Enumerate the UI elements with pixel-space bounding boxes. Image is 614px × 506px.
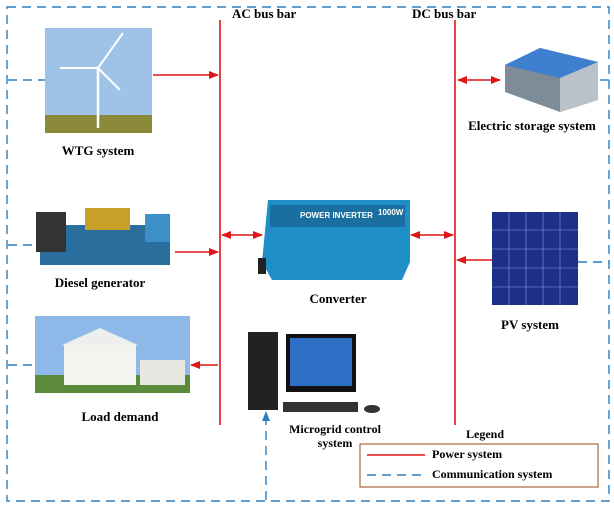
converter-image-text: 1000W	[378, 208, 404, 217]
wtg-image	[45, 28, 152, 133]
legend-title: Legend	[466, 427, 504, 441]
dc-bus-label: DC bus bar	[412, 6, 477, 21]
node-label: Diesel generator	[55, 275, 146, 290]
node-label: Converter	[309, 291, 366, 306]
ac-bus-label: AC bus bar	[232, 6, 297, 21]
node-label: Microgrid control	[289, 422, 382, 436]
node-label: PV system	[501, 317, 559, 332]
computer-image	[248, 332, 380, 413]
diesel-image	[36, 208, 170, 265]
communication-border	[6, 6, 610, 502]
converter-image	[258, 200, 410, 280]
node-label: WTG system	[62, 143, 135, 158]
pv-image	[492, 212, 578, 305]
node-label: Load demand	[82, 409, 160, 424]
legend-box	[359, 443, 599, 488]
legend-item: Power system	[432, 447, 502, 461]
node-label: Electric storage system	[468, 118, 596, 133]
legend-item: Communication system	[432, 467, 552, 481]
converter-image-text: POWER INVERTER	[300, 211, 373, 220]
load-image	[35, 316, 190, 393]
node-label: system	[318, 436, 353, 450]
storage-image	[505, 48, 598, 112]
